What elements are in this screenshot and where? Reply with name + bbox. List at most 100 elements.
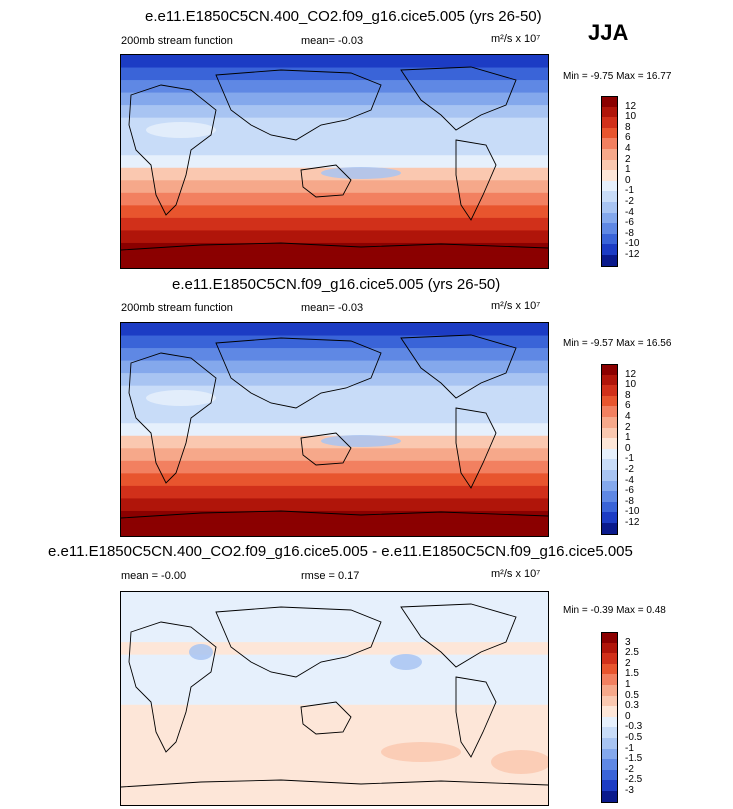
field-blob bbox=[446, 119, 536, 131]
panel-3-units-label: m²/s x 10⁷ bbox=[491, 568, 541, 580]
colorbar-tick-label: 4 bbox=[625, 411, 631, 422]
colorbar-tick-label: 8 bbox=[625, 121, 631, 133]
colorbar-tick-label: -2 bbox=[625, 196, 634, 207]
panel-2-mean-label: mean= -0.03 bbox=[301, 302, 364, 314]
field-blob bbox=[146, 390, 216, 406]
panel-1-units-label: m²/s x 10⁷ bbox=[491, 33, 541, 45]
field-band bbox=[121, 255, 548, 268]
colorbar-tick-label: -8 bbox=[625, 227, 634, 239]
field-band bbox=[121, 473, 548, 487]
field-band bbox=[121, 242, 548, 257]
colorbar-tick-label: -10 bbox=[625, 506, 640, 518]
season-label: JJA bbox=[588, 20, 629, 45]
field-band bbox=[121, 617, 548, 631]
coastline bbox=[128, 621, 217, 753]
colorbar-tick-label: -3 bbox=[625, 785, 634, 796]
field-band bbox=[121, 754, 548, 769]
panel-3-minmax: Min = -0.39 Max = 0.48 bbox=[563, 605, 666, 616]
colorbar-tick-label: -4 bbox=[625, 474, 634, 486]
field-band bbox=[121, 410, 548, 425]
colorbar-tick-label: 12 bbox=[625, 100, 637, 112]
coastline bbox=[121, 779, 548, 788]
panel-3-rmse-label: rmse = 0.17 bbox=[301, 570, 360, 582]
colorbar-tick-label: -0.3 bbox=[625, 721, 643, 733]
colorbar-tick-label: -12 bbox=[625, 249, 640, 260]
coastline bbox=[300, 432, 352, 466]
field-band bbox=[121, 192, 548, 207]
field-band bbox=[121, 704, 548, 719]
field-band bbox=[121, 642, 548, 656]
colorbar-tick-label: -2 bbox=[625, 464, 634, 475]
coastline bbox=[215, 337, 382, 409]
field-band bbox=[121, 485, 548, 500]
panel-2-title: e.e11.E1850C5CN.f09_g16.cice5.005 (yrs 2… bbox=[172, 276, 501, 293]
colorbar-tick-label: 8 bbox=[625, 389, 631, 401]
field-band bbox=[121, 679, 548, 694]
colorbar-tick-label: 0 bbox=[625, 442, 631, 454]
coastline bbox=[128, 84, 217, 216]
colorbar-frame bbox=[601, 364, 618, 535]
colorbar-tick-label: -1 bbox=[625, 453, 634, 465]
field-blob bbox=[146, 122, 216, 138]
colorbar-tick-label: 6 bbox=[625, 132, 631, 144]
field-blob bbox=[446, 387, 536, 399]
field-band bbox=[121, 373, 548, 387]
panel-1-field-label: 200mb stream function bbox=[121, 35, 233, 47]
coastline bbox=[400, 603, 517, 668]
field-band bbox=[121, 654, 548, 668]
colorbar-tick-label: 4 bbox=[625, 143, 631, 154]
colorbar-tick-label: 10 bbox=[625, 111, 637, 123]
field-band bbox=[121, 629, 548, 643]
colorbar-tick-label: 1 bbox=[625, 679, 631, 690]
colorbar-tick-label: 2 bbox=[625, 421, 631, 433]
field-band bbox=[121, 92, 548, 106]
field-band bbox=[121, 205, 548, 219]
field-band bbox=[121, 767, 548, 781]
colorbar-tick-label: -8 bbox=[625, 495, 634, 507]
field-band bbox=[121, 460, 548, 475]
field-blob bbox=[390, 654, 422, 670]
field-band bbox=[121, 523, 548, 536]
colorbar-tick-label: 3 bbox=[625, 636, 631, 648]
field-band bbox=[121, 498, 548, 512]
field-blob bbox=[321, 167, 401, 179]
colorbar-tick-label: -1.5 bbox=[625, 753, 643, 765]
coastline bbox=[455, 139, 497, 221]
panel-1-map bbox=[120, 54, 549, 269]
colorbar-tick-label: 6 bbox=[625, 400, 631, 412]
field-band bbox=[121, 604, 548, 618]
colorbar-frame bbox=[601, 96, 618, 267]
coastline bbox=[300, 164, 352, 198]
field-band bbox=[121, 360, 548, 374]
panel-2-map bbox=[120, 322, 549, 537]
field-band bbox=[121, 348, 548, 362]
colorbar-tick-label: 12 bbox=[625, 368, 637, 380]
panel-1-field bbox=[121, 55, 548, 268]
field-band bbox=[121, 792, 548, 805]
panel-1-minmax: Min = -9.75 Max = 16.77 bbox=[563, 71, 672, 82]
coastline bbox=[128, 352, 217, 484]
field-band bbox=[121, 155, 548, 169]
field-blob bbox=[321, 435, 401, 447]
coastline bbox=[400, 66, 517, 131]
colorbar-tick-label: -10 bbox=[625, 238, 640, 250]
field-band bbox=[121, 385, 548, 399]
field-band bbox=[121, 323, 548, 337]
colorbar-tick-label: 1 bbox=[625, 164, 631, 176]
colorbar-tick-label: -2 bbox=[625, 763, 634, 775]
field-band bbox=[121, 117, 548, 131]
panel-2-field-label: 200mb stream function bbox=[121, 302, 233, 314]
panel-1-mean-label: mean= -0.03 bbox=[301, 35, 364, 47]
coastline bbox=[215, 606, 382, 678]
field-band bbox=[121, 779, 548, 794]
panel-2-minmax: Min = -9.57 Max = 16.56 bbox=[563, 338, 672, 349]
field-band bbox=[121, 130, 548, 144]
colorbar-tick-label: 2.5 bbox=[625, 647, 639, 659]
colorbar-tick-label: 1.5 bbox=[625, 668, 639, 680]
colorbar-tick-label: 1 bbox=[625, 432, 631, 444]
field-band bbox=[121, 692, 548, 706]
colorbar-tick-label: 10 bbox=[625, 379, 637, 391]
panel-3-map bbox=[120, 591, 549, 806]
coastline bbox=[300, 701, 352, 735]
coastline bbox=[400, 334, 517, 399]
